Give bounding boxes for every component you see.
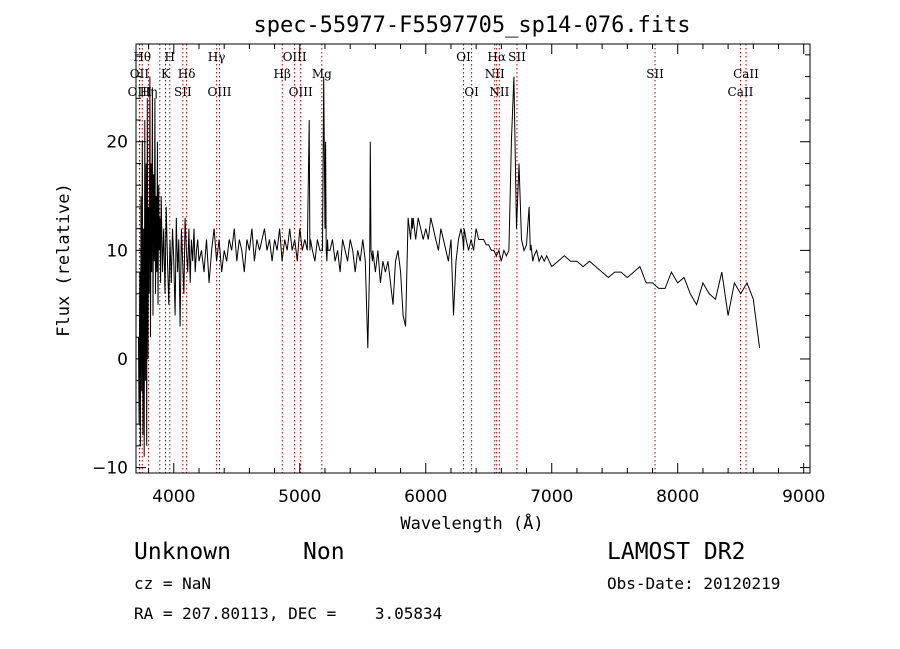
line-marker-label: NII xyxy=(489,85,509,99)
spectral-subclass: Non xyxy=(303,539,345,565)
line-marker-label: Hη xyxy=(140,85,158,99)
y-tick-label: −10 xyxy=(92,459,128,479)
spectral-class: Unknown xyxy=(134,539,231,565)
line-marker-label: SII xyxy=(508,50,526,64)
line-marker-label: OI xyxy=(464,85,479,99)
line-marker-label: K xyxy=(161,67,171,81)
axis-tick-labels: 4000 5000 6000 7000 8000 9000 −10 0 10 20 xyxy=(92,133,825,507)
line-marker-label: Hδ xyxy=(178,67,196,81)
line-marker-label: SII xyxy=(646,67,664,81)
line-marker-label: Hα xyxy=(487,50,506,64)
x-tick-label: 6000 xyxy=(404,487,447,507)
y-axis-label: Flux (relative) xyxy=(54,183,74,337)
y-tick-label: 10 xyxy=(106,241,128,261)
x-tick-label: 4000 xyxy=(152,487,195,507)
y-tick-label: 20 xyxy=(106,133,128,153)
line-marker-label: OII xyxy=(130,67,150,81)
line-marker-label: OI xyxy=(456,50,471,64)
line-marker-label: NII xyxy=(485,67,505,81)
obs-date: Obs-Date: 20120219 xyxy=(607,574,781,593)
chart-title: spec-55977-F5597705_sp14-076.fits xyxy=(253,13,690,38)
spectrum-line xyxy=(138,76,761,457)
line-marker-label: Mg xyxy=(312,67,332,81)
line-marker-label: Hβ xyxy=(274,67,291,81)
line-marker-label: CaII xyxy=(733,67,759,81)
x-tick-label: 7000 xyxy=(530,487,573,507)
line-marker-label: OIII xyxy=(283,50,307,64)
line-marker-label: H xyxy=(165,50,175,64)
line-markers xyxy=(138,44,747,473)
x-tick-label: 5000 xyxy=(278,487,321,507)
axis-ticks xyxy=(136,44,810,473)
x-tick-label: 8000 xyxy=(656,487,699,507)
line-marker-label: OIII xyxy=(128,85,152,99)
x-axis-label: Wavelength (Å) xyxy=(400,512,543,534)
coordinates: RA = 207.80113, DEC = 3.05834 xyxy=(134,604,443,623)
line-marker-label: OIII xyxy=(207,85,231,99)
line-marker-label: CaII xyxy=(728,85,754,99)
redshift-text: cz = NaN xyxy=(134,574,212,593)
line-marker-label: Hθ xyxy=(133,50,151,64)
line-marker-label: OIII xyxy=(289,85,313,99)
plot-frame xyxy=(135,43,811,474)
x-tick-label: 9000 xyxy=(782,487,825,507)
line-marker-label: SII xyxy=(174,85,192,99)
y-tick-label: 0 xyxy=(117,350,128,370)
survey-name: LAMOST DR2 xyxy=(607,539,746,565)
line-marker-label: Hγ xyxy=(208,50,226,64)
